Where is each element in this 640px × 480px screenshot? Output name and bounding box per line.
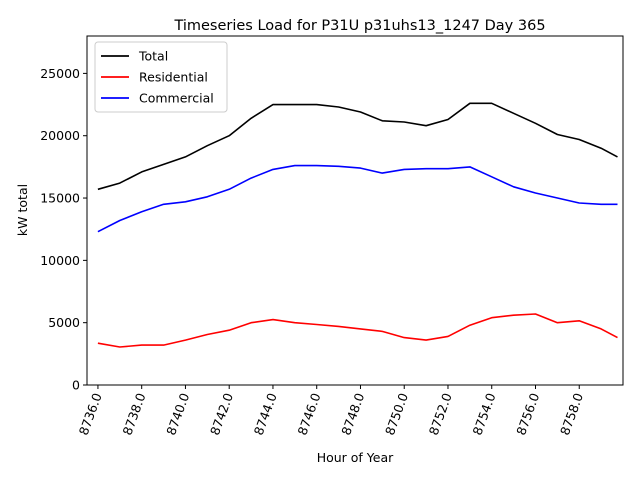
y-axis: 0 5000 10000 15000 20000 25000 [40, 66, 87, 393]
plot-frame [86, 35, 624, 386]
series-line-total [97, 102, 618, 191]
series-layer [97, 102, 618, 348]
legend-box [94, 41, 228, 113]
y-tick-label: 5000 [48, 315, 80, 330]
y-tick-label: 20000 [40, 128, 80, 143]
x-axis-label: Hour of Year [317, 450, 394, 465]
y-axis-label: kW total [15, 184, 30, 236]
y-tick-label: 25000 [40, 66, 80, 81]
series-line-residential [97, 313, 618, 348]
legend-label-total: Total [138, 49, 168, 64]
y-tick-label: 15000 [40, 191, 80, 206]
series-line-commercial [97, 164, 618, 233]
chart-title: Timeseries Load for P31U p31uhs13_1247 D… [173, 18, 545, 34]
y-tick-label: 0 [72, 378, 80, 393]
plot-area [86, 35, 624, 386]
legend: Total Residential Commercial [94, 41, 228, 113]
legend-label-residential: Residential [139, 70, 208, 85]
y-tick-label: 10000 [40, 253, 80, 268]
legend-label-commercial: Commercial [139, 91, 214, 106]
